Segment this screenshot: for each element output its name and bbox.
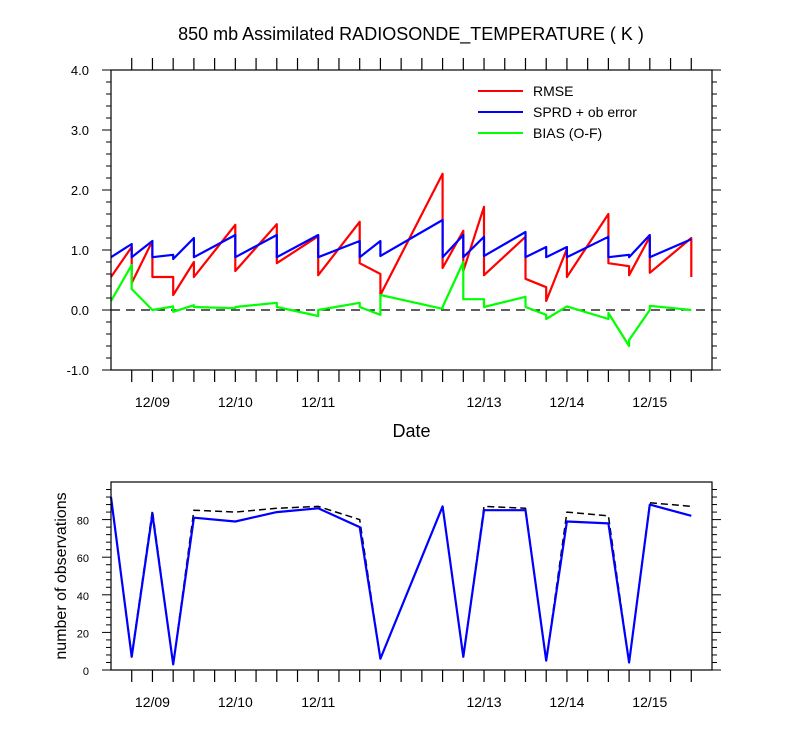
x-tick-label: 12/10: [218, 394, 253, 410]
y-tick-label: 3.0: [71, 123, 89, 138]
x-tick-label: 12/14: [549, 694, 584, 710]
top-panel: -1.0 0.0 1.0 2.0 3.0 4.0 12/09 12/10 12/11 12/13 1…: [67, 58, 721, 441]
y-tick-label: 20: [77, 628, 89, 640]
y-tick-label: 4.0: [71, 63, 89, 78]
x-tick-label: 12/15: [632, 394, 667, 410]
x-tick-label: 12/11: [301, 394, 335, 410]
bottom-y-axis-label: number of observations: [53, 492, 70, 659]
y-tick-label: 0.0: [71, 303, 89, 318]
series-line-rmse: [110, 172, 693, 303]
series-line-observations-used: [109, 496, 692, 666]
y-tick-label: 0: [83, 666, 89, 678]
chart-title: 850 mb Assimilated RADIOSONDE_TEMPERATUR…: [178, 24, 644, 45]
x-tick-label: 12/15: [632, 694, 667, 710]
legend-entry-label: SPRD + ob error: [533, 104, 637, 120]
y-tick-label: 1.0: [71, 243, 89, 258]
y-tick-label: -1.0: [67, 363, 89, 378]
top-axis-ticks: -1.0 0.0 1.0 2.0 3.0 4.0 12/09 12/10 12/11 12/13 1…: [67, 58, 721, 410]
bottom-plot-frame: [110, 481, 713, 671]
y-tick-label: 2.0: [71, 183, 89, 198]
top-plot-frame: [110, 69, 713, 371]
x-tick-label: 12/13: [467, 694, 502, 710]
bottom-series-layer: [109, 496, 692, 666]
x-tick-label: 12/14: [549, 394, 584, 410]
x-tick-label: 12/11: [301, 694, 335, 710]
series-line-sprd-ob-error: [110, 218, 692, 261]
top-series-layer: [110, 172, 712, 348]
x-tick-label: 12/09: [135, 394, 170, 410]
series-line-bias-o-f: [110, 260, 692, 348]
legend-entry-label: RMSE: [533, 83, 573, 99]
y-tick-label: 60: [77, 553, 89, 565]
x-tick-label: 12/09: [135, 694, 170, 710]
x-tick-label: 12/13: [467, 394, 502, 410]
legend: RMSE SPRD + ob error BIAS (O-F): [478, 83, 637, 141]
x-tick-label: 12/10: [218, 694, 253, 710]
legend-entry-label: BIAS (O-F): [533, 125, 602, 141]
bottom-axis-ticks: 0 20 40 60 80 12/09 12/10 12/11 12/13 12/14 12/15: [77, 489, 721, 710]
y-tick-label: 40: [77, 591, 89, 603]
y-tick-label: 80: [77, 516, 89, 528]
top-x-axis-label: Date: [392, 421, 430, 441]
